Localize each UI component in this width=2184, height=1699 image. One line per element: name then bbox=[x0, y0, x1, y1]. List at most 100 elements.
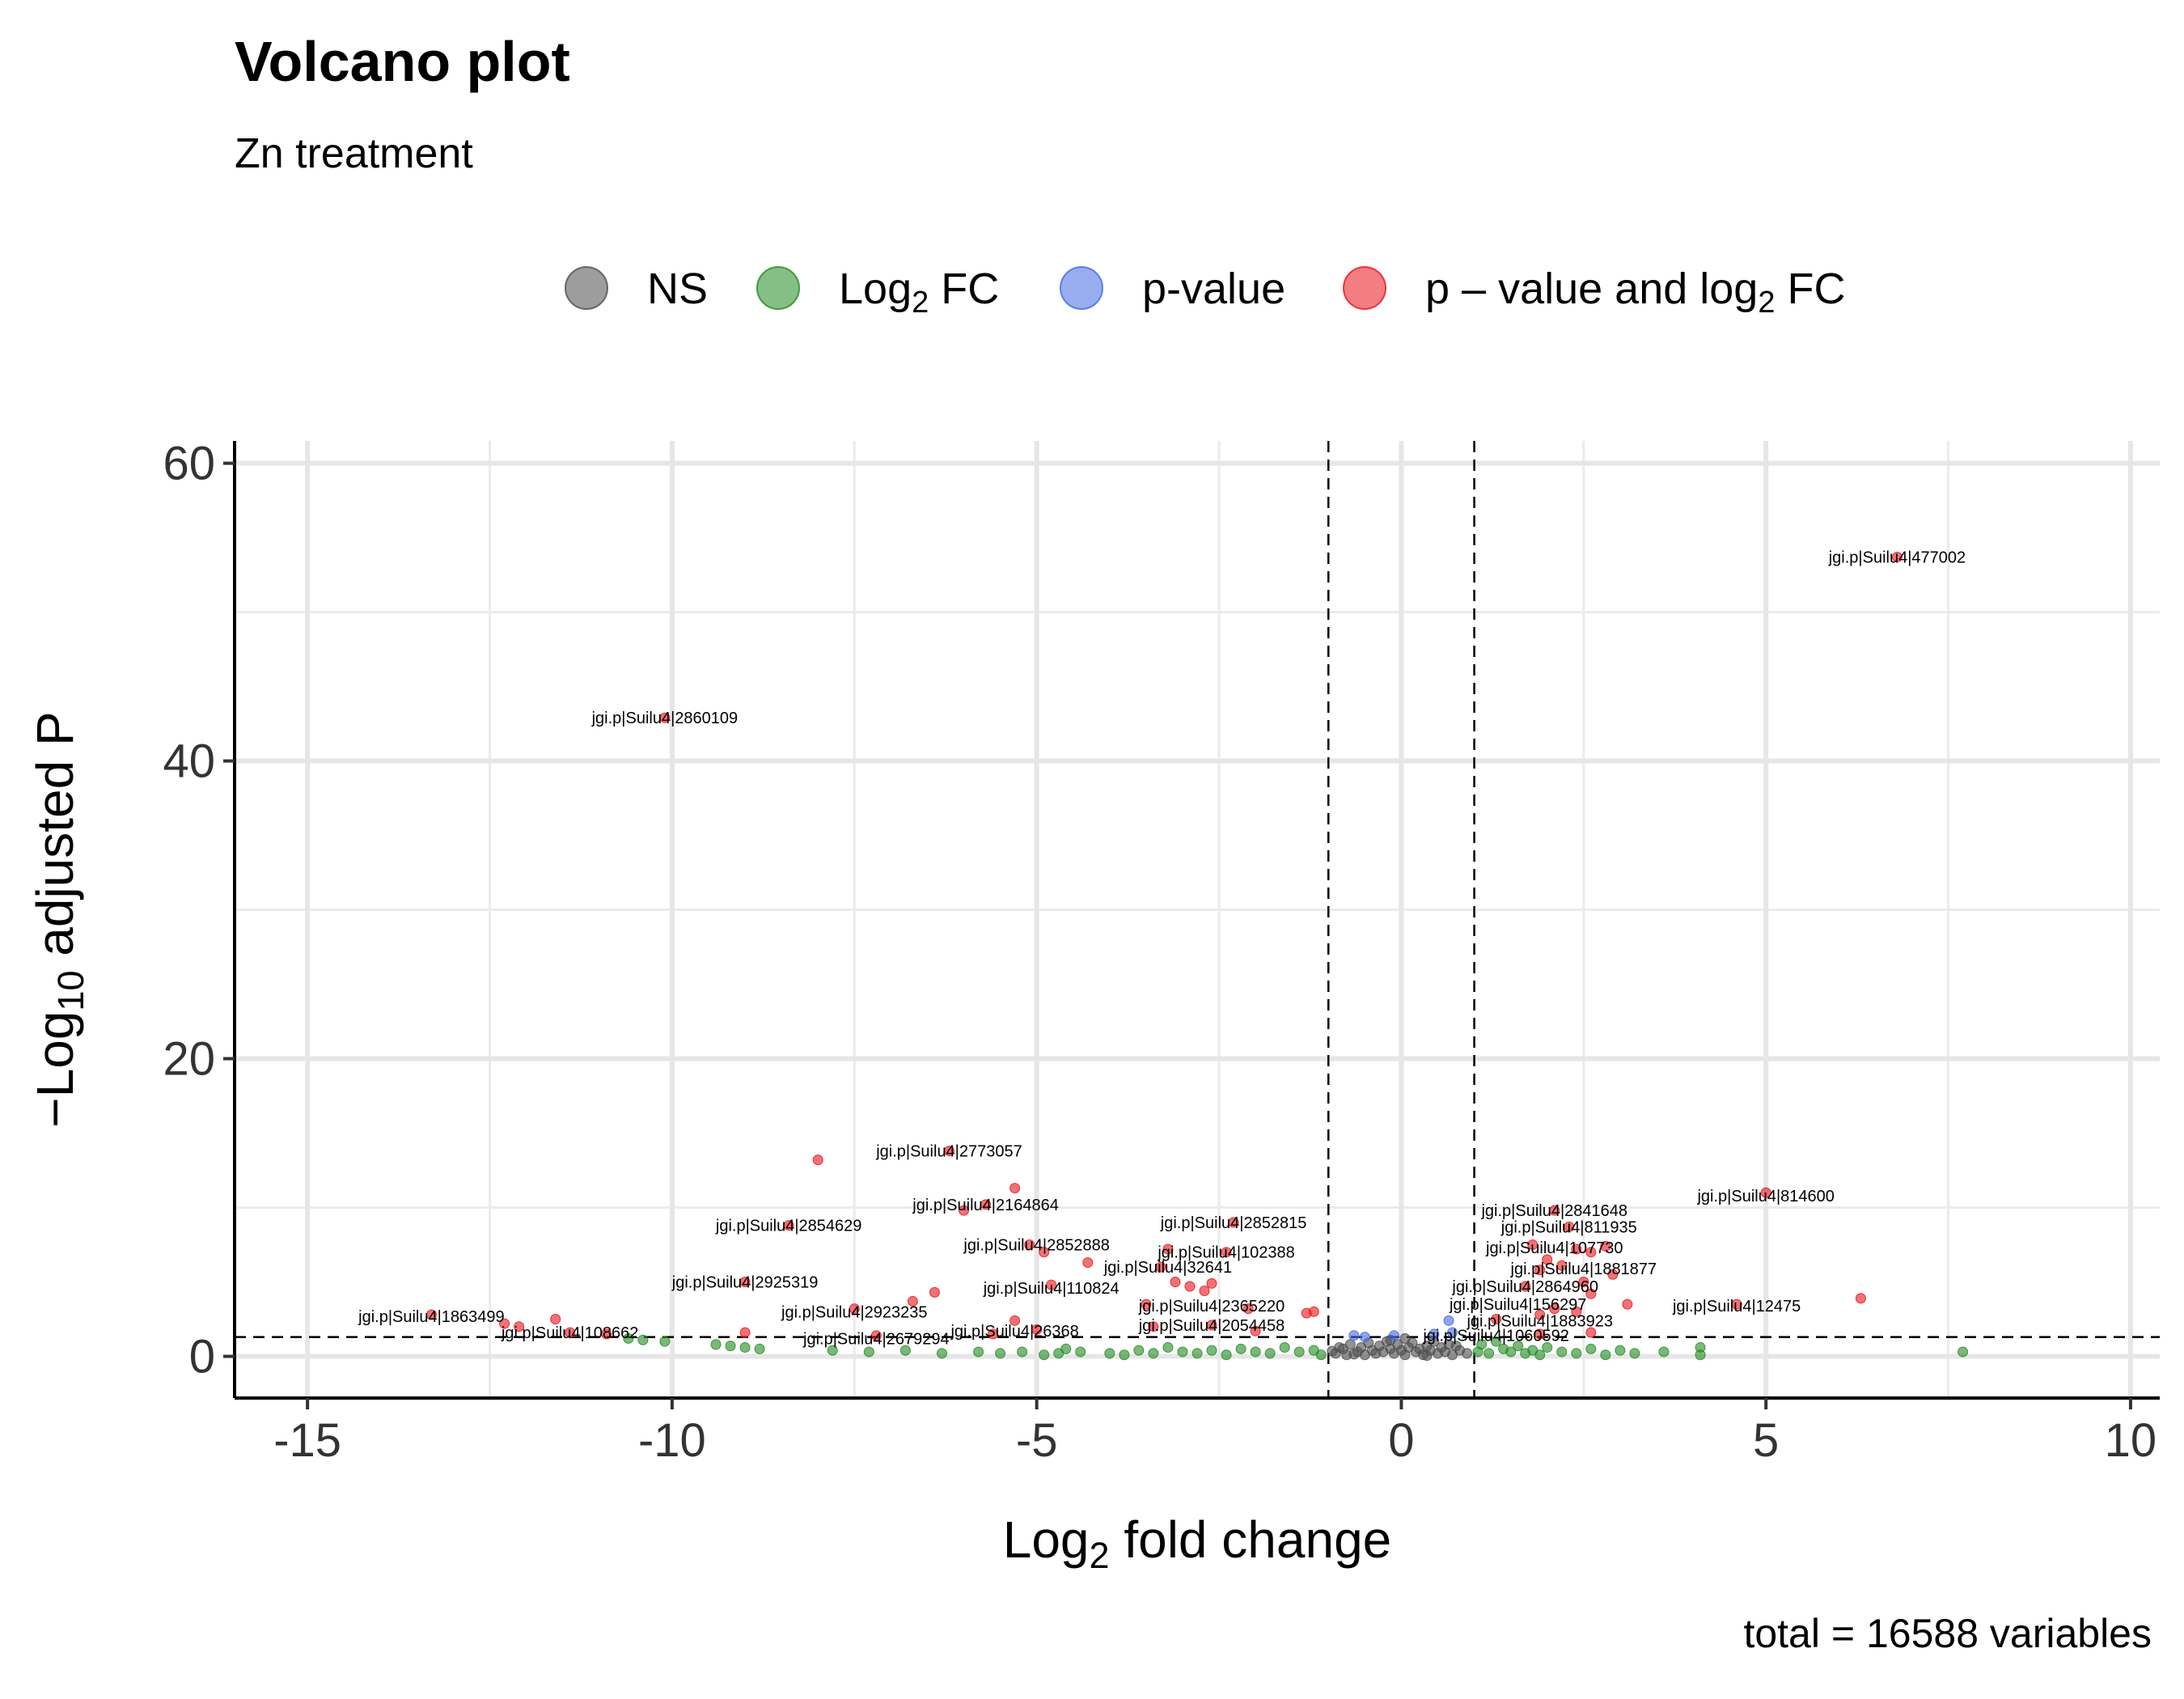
data-point bbox=[1235, 1343, 1246, 1354]
data-point bbox=[1148, 1348, 1159, 1359]
data-point bbox=[739, 1341, 751, 1353]
data-point bbox=[1534, 1349, 1546, 1361]
data-point bbox=[899, 1345, 911, 1356]
gene-label: jgi.p|Suilu4|811935 bbox=[1500, 1218, 1637, 1236]
data-point bbox=[601, 1328, 612, 1340]
data-point bbox=[1421, 1350, 1433, 1362]
data-point bbox=[739, 1276, 751, 1287]
data-point bbox=[1170, 1276, 1181, 1287]
gene-label: jgi.p|Suilu4|2860109 bbox=[591, 710, 739, 727]
gene-label: jgi.p|Suilu4|12475 bbox=[1672, 1298, 1801, 1316]
data-point bbox=[1315, 1349, 1327, 1361]
data-point bbox=[637, 1334, 649, 1345]
data-point bbox=[1600, 1349, 1611, 1361]
gene-label: jgi.p|Suilu4|102388 bbox=[1157, 1244, 1294, 1262]
data-point bbox=[995, 1348, 1006, 1359]
data-point bbox=[1447, 1327, 1458, 1338]
legend: NS Log2 FC p-value p – value and log2 FC bbox=[565, 265, 1845, 320]
data-point bbox=[1958, 1346, 1969, 1358]
data-point bbox=[1527, 1239, 1539, 1250]
y-tick-label: 0 bbox=[189, 1330, 215, 1383]
data-point bbox=[1141, 1299, 1152, 1310]
data-point bbox=[659, 712, 671, 723]
x-tick-label: 5 bbox=[1753, 1414, 1779, 1467]
data-point bbox=[1450, 1341, 1462, 1352]
data-point bbox=[1017, 1346, 1028, 1358]
gene-label: jgi.p|Suilu4|814600 bbox=[1696, 1188, 1834, 1205]
data-point bbox=[783, 1220, 794, 1231]
data-point bbox=[1629, 1348, 1640, 1359]
data-point bbox=[1148, 1321, 1159, 1333]
gene-label: jgi.p|Suilu4|477002 bbox=[1828, 549, 1966, 567]
data-point bbox=[710, 1339, 722, 1350]
gene-label: jgi.p|Suilu4|1881877 bbox=[1510, 1260, 1657, 1278]
data-point bbox=[1119, 1349, 1130, 1361]
legend-item-fc: Log2 FC bbox=[756, 265, 999, 320]
chart-subtitle: Zn treatment bbox=[235, 130, 473, 177]
data-point bbox=[659, 1336, 671, 1347]
y-tick-label: 40 bbox=[163, 735, 215, 788]
gene-label: jgi.p|Suilu4|2679294 bbox=[802, 1330, 950, 1348]
data-point bbox=[1221, 1349, 1232, 1361]
gene-label: jgi.p|Suilu4|107730 bbox=[1485, 1239, 1623, 1257]
data-point bbox=[1615, 1345, 1626, 1356]
data-point bbox=[550, 1313, 561, 1324]
x-tick-label: -5 bbox=[1016, 1414, 1058, 1467]
x-tick-label: -15 bbox=[273, 1414, 341, 1467]
legend-label: NS bbox=[647, 265, 708, 313]
data-point bbox=[1462, 1348, 1473, 1359]
x-tick-label: -10 bbox=[638, 1414, 706, 1467]
data-point bbox=[1585, 1343, 1597, 1354]
data-point bbox=[849, 1303, 860, 1315]
data-point bbox=[980, 1199, 992, 1210]
data-point bbox=[1177, 1346, 1188, 1358]
gene-label: jgi.p|Suilu4|2164864 bbox=[912, 1197, 1059, 1214]
data-point bbox=[565, 1327, 576, 1338]
data-point bbox=[929, 1286, 940, 1298]
data-point bbox=[1191, 1348, 1203, 1359]
chart-title: Volcano plot bbox=[235, 30, 570, 93]
data-point bbox=[1250, 1325, 1261, 1337]
data-point bbox=[1162, 1244, 1174, 1255]
gene-label: jgi.p|Suilu4|2854629 bbox=[715, 1218, 862, 1235]
data-point bbox=[988, 1328, 999, 1340]
data-point bbox=[1571, 1348, 1582, 1359]
data-point bbox=[1348, 1349, 1360, 1360]
gene-label: jgi.p|Suilu4|2841648 bbox=[1480, 1202, 1627, 1220]
data-point bbox=[1359, 1332, 1370, 1343]
series-p-value-and-log2-fc bbox=[425, 552, 1903, 1341]
data-point bbox=[973, 1346, 984, 1358]
gene-label: jgi.p|Suilu4|2054458 bbox=[1138, 1317, 1285, 1335]
gene-label: jgi.p|Suilu4|156297 bbox=[1449, 1296, 1586, 1314]
data-point bbox=[1855, 1293, 1866, 1304]
y-axis-label: −Log10 adjusted P bbox=[26, 711, 91, 1127]
data-point bbox=[1221, 1247, 1232, 1258]
data-point bbox=[1600, 1240, 1611, 1252]
data-point bbox=[812, 1155, 823, 1166]
data-point bbox=[1039, 1247, 1050, 1258]
data-point bbox=[754, 1343, 765, 1354]
x-tick-label: 10 bbox=[2105, 1414, 2157, 1467]
data-point bbox=[1344, 1339, 1356, 1350]
data-point bbox=[1585, 1288, 1597, 1299]
data-point bbox=[1206, 1345, 1217, 1356]
data-point bbox=[1505, 1346, 1517, 1358]
gene-label: jgi.p|Suilu4|2365220 bbox=[1138, 1298, 1285, 1316]
data-point bbox=[1695, 1341, 1706, 1353]
data-point bbox=[1009, 1315, 1021, 1326]
legend-label: Log2 FC bbox=[839, 265, 999, 320]
data-point bbox=[1024, 1239, 1035, 1250]
data-point bbox=[1513, 1341, 1524, 1352]
data-point bbox=[1534, 1265, 1546, 1276]
data-point bbox=[1534, 1309, 1546, 1320]
data-point bbox=[1162, 1341, 1174, 1353]
data-point bbox=[1264, 1348, 1276, 1359]
gene-label: jgi.p|Suilu4|26368 bbox=[950, 1323, 1078, 1341]
legend-key-p bbox=[1060, 266, 1103, 310]
data-point bbox=[1484, 1348, 1495, 1359]
gene-label: jgi.p|Suilu4|2923235 bbox=[781, 1303, 928, 1321]
gene-label: jgi.p|Suilu4|2852815 bbox=[1160, 1214, 1307, 1232]
data-point bbox=[1556, 1346, 1568, 1358]
data-point bbox=[1104, 1348, 1115, 1359]
